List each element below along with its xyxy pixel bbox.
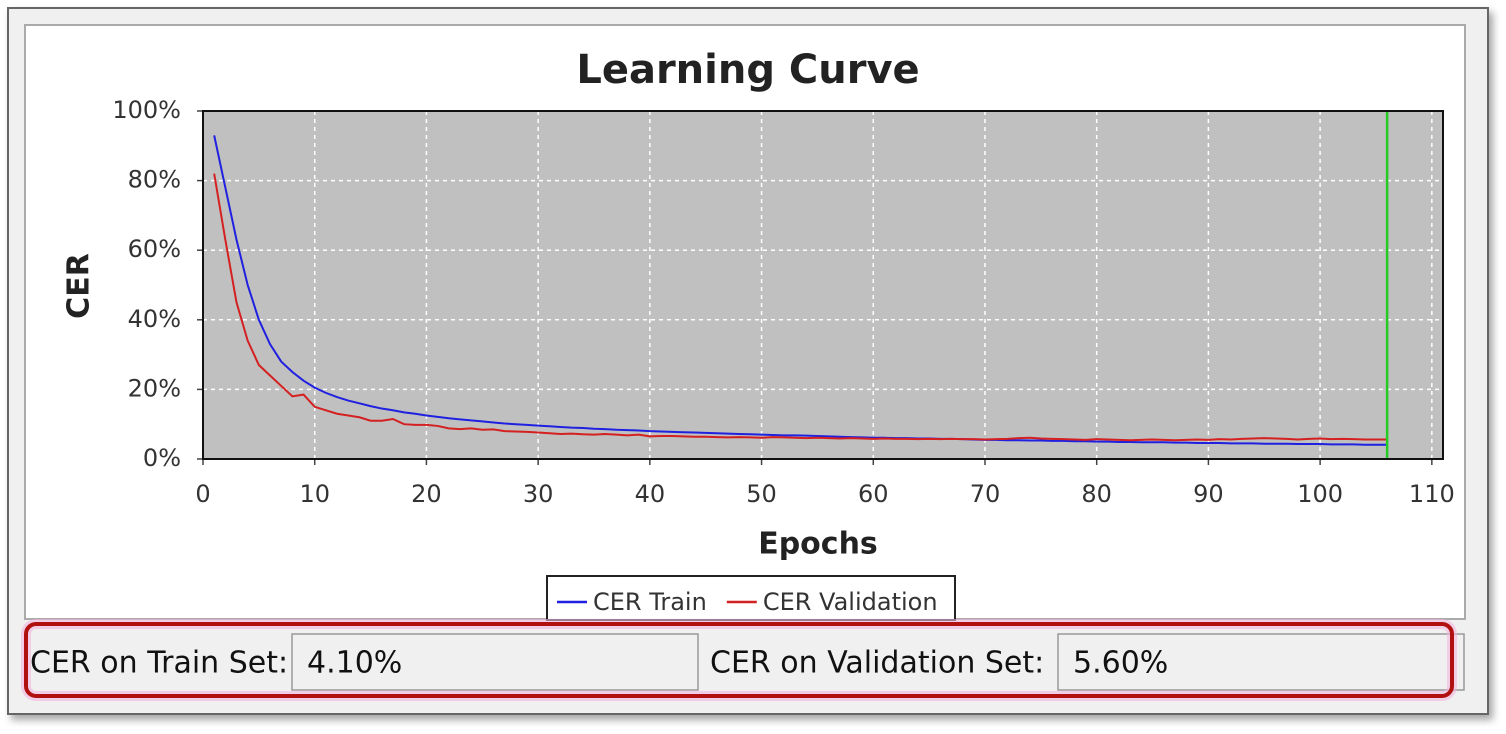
y-tick-label: 40% [128,305,181,333]
plot-background [203,111,1443,459]
x-tick-label: 0 [195,480,210,508]
x-tick-label: 30 [523,480,554,508]
y-tick-label: 60% [128,235,181,263]
chart-title: Learning Curve [576,47,919,93]
y-axis-label: CER [62,253,97,319]
legend-items: CER Train CER Validation [557,588,938,616]
x-tick-label: 40 [635,480,666,508]
plot: 0% 20% 40% 60% 80% 100% 0 10 20 30 40 50 60 70 80 90 100… [112,96,1454,508]
plot-border [202,110,1444,460]
validation-field [1057,633,1465,691]
legend-label: CER Validation [763,588,938,616]
x-tick-label: 80 [1081,480,1112,508]
series-line [213,173,1388,442]
y-tick-label: 20% [128,374,181,402]
y-tick-label: 0% [143,444,181,472]
train-value: 4.10% [307,646,402,681]
validation-label: CER on Validation Set: [710,646,1044,681]
y-tick-label: 100% [112,96,181,124]
validation-value: 5.60% [1073,646,1168,681]
x-tick-label: 70 [970,480,1001,508]
series-line [213,135,1388,446]
x-tick-label: 90 [1193,480,1224,508]
y-tick-label: 80% [128,166,181,194]
highlight-box [24,622,1454,698]
x-tick-label: 10 [299,480,330,508]
x-tick-label: 50 [746,480,777,508]
train-label: CER on Train Set: [30,646,288,681]
x-tick-label: 100 [1297,480,1343,508]
legend-label: CER Train [593,588,707,616]
x-tick-label: 110 [1409,480,1455,508]
x-tick-label: 20 [411,480,442,508]
legend [546,575,956,621]
train-field [291,633,699,691]
x-axis-label: Epochs [758,527,878,562]
x-tick-label: 60 [858,480,889,508]
